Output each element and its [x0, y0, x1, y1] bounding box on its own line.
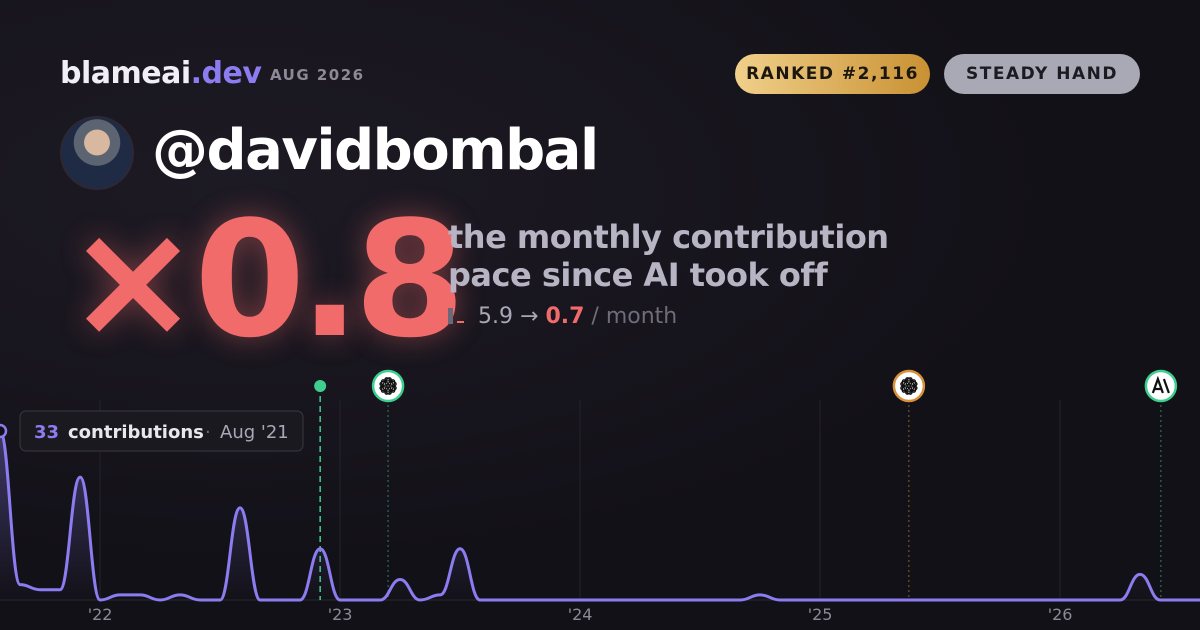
arrow: →	[520, 304, 539, 329]
logo-petal	[380, 377, 392, 393]
after: 0.7	[545, 304, 585, 329]
brand: blameai.dev	[60, 56, 262, 91]
handle: @davidbombal	[152, 118, 599, 183]
description: the monthly contribution	[448, 218, 889, 256]
area	[0, 431, 1200, 600]
logo-mark	[1151, 375, 1170, 394]
avatar	[60, 116, 134, 190]
tooltip-unit: contributions	[68, 422, 204, 443]
line	[0, 429, 1200, 602]
x-tick-label: '25	[808, 605, 833, 624]
multiplier: ×0.8	[66, 186, 465, 373]
rank-badge: RANKED #2,116	[735, 54, 930, 94]
tooltip-box	[19, 410, 304, 452]
before: 5.9	[478, 304, 513, 329]
logo-petal	[901, 377, 913, 393]
stats: 5.9 → 0.7 / month	[448, 304, 677, 329]
unit: / month	[591, 304, 678, 329]
tooltip-separator: ·	[205, 422, 211, 443]
x-tick-label: '23	[328, 605, 353, 624]
x-tick-label: '22	[88, 605, 113, 624]
event-icon	[371, 369, 405, 403]
hover-point	[0, 423, 8, 439]
period: AUG 2026	[270, 66, 365, 84]
x-tick-label: '24	[568, 605, 593, 624]
tooltip-date: Aug '21	[220, 422, 289, 443]
event-dot	[314, 380, 327, 392]
tooltip-value: 33	[34, 422, 59, 443]
x-tick-label: '26	[1048, 605, 1073, 624]
event-icon	[892, 369, 926, 403]
description: pace since AI took off	[448, 256, 828, 294]
style-badge: STEADY HAND	[944, 54, 1140, 94]
